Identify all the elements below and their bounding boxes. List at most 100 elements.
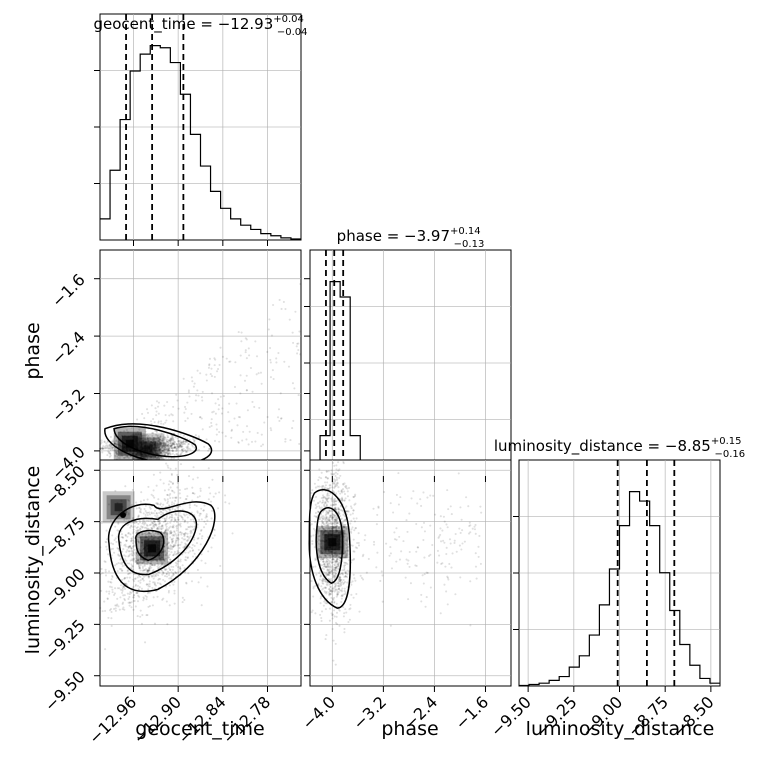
scatter-point [108, 592, 111, 595]
scatter-point [171, 496, 174, 499]
scatter-point [215, 428, 218, 431]
scatter-point [213, 357, 216, 360]
scatter-point [137, 588, 140, 591]
scatter-point [444, 565, 447, 568]
scatter-point [135, 526, 138, 529]
scatter-point [163, 560, 166, 563]
scatter-point [152, 569, 155, 572]
scatter-point [167, 589, 170, 592]
scatter-point [332, 576, 335, 579]
scatter-point [172, 439, 175, 442]
scatter-point [141, 613, 144, 617]
scatter-point [158, 449, 161, 452]
scatter-point [166, 493, 169, 496]
scatter-point [172, 440, 175, 443]
scatter-point [332, 554, 335, 557]
scatter-point [337, 532, 340, 535]
scatter-point [200, 559, 203, 562]
scatter-point [339, 474, 342, 477]
scatter-point [298, 330, 301, 333]
scatter-point [132, 594, 135, 597]
scatter-point [355, 592, 358, 596]
scatter-point [163, 444, 166, 447]
scatter-point [178, 514, 181, 517]
scatter-point [200, 537, 203, 540]
scatter-point [145, 583, 148, 586]
scatter-point [207, 366, 210, 369]
scatter-point [146, 592, 149, 595]
scatter-point [143, 519, 146, 522]
scatter-point [150, 512, 153, 515]
scatter-point [314, 486, 317, 489]
scatter-point [156, 447, 159, 450]
scatter-point [343, 482, 346, 485]
scatter-point [147, 440, 150, 443]
scatter-point [170, 545, 173, 548]
scatter-point [144, 536, 147, 539]
scatter-point [344, 561, 347, 564]
scatter-point [151, 586, 154, 589]
scatter-point [170, 444, 173, 447]
scatter-point [324, 638, 327, 641]
scatter-point [164, 529, 168, 532]
scatter-point [204, 562, 207, 565]
scatter-point [330, 566, 333, 569]
scatter-point [239, 392, 242, 395]
scatter-point [104, 560, 107, 563]
scatter-point [122, 586, 125, 589]
scatter-point [351, 559, 354, 562]
scatter-point [140, 440, 144, 444]
scatter-point [161, 444, 164, 448]
scatter-point [140, 448, 143, 451]
scatter-point [119, 541, 122, 544]
scatter-point [144, 438, 147, 441]
scatter-point [127, 555, 130, 558]
scatter-point [181, 601, 184, 604]
scatter-point [164, 528, 167, 532]
scatter-point [138, 519, 141, 522]
scatter-point [155, 527, 158, 531]
scatter-point [161, 550, 164, 553]
scatter-point [154, 451, 157, 454]
scatter-point [247, 347, 250, 350]
scatter-point [195, 542, 199, 545]
scatter-point [112, 446, 115, 449]
scatter-point [175, 534, 178, 537]
scatter-point [152, 523, 155, 526]
scatter-point [168, 553, 171, 556]
scatter-point [109, 585, 112, 588]
scatter-point [338, 552, 341, 556]
scatter-point [164, 451, 167, 454]
scatter-point [183, 535, 186, 538]
scatter-point [321, 558, 324, 561]
scatter-point [179, 558, 182, 561]
scatter-point [379, 579, 382, 583]
scatter-point [157, 446, 160, 449]
scatter-point [128, 604, 131, 607]
scatter-point [120, 533, 124, 536]
scatter-point [320, 551, 323, 554]
scatter-point [350, 593, 353, 596]
scatter-point [162, 532, 165, 535]
scatter-point [199, 487, 202, 490]
scatter-point [163, 451, 166, 454]
scatter-point [328, 509, 331, 512]
scatter-point [146, 538, 150, 541]
scatter-point [337, 461, 340, 464]
scatter-point [389, 546, 392, 549]
scatter-point [151, 570, 154, 573]
scatter-point [177, 445, 180, 448]
scatter-point [154, 523, 157, 526]
scatter-point [162, 450, 165, 453]
scatter-point [328, 593, 331, 596]
scatter-point [319, 500, 322, 503]
scatter-point [169, 496, 172, 500]
scatter-point [390, 567, 394, 570]
scatter-point [333, 472, 336, 476]
scatter-point [153, 520, 157, 523]
scatter-point [328, 516, 331, 519]
scatter-point [146, 411, 150, 414]
scatter-point [107, 450, 110, 453]
scatter-point [125, 559, 128, 562]
scatter-point [327, 494, 330, 497]
